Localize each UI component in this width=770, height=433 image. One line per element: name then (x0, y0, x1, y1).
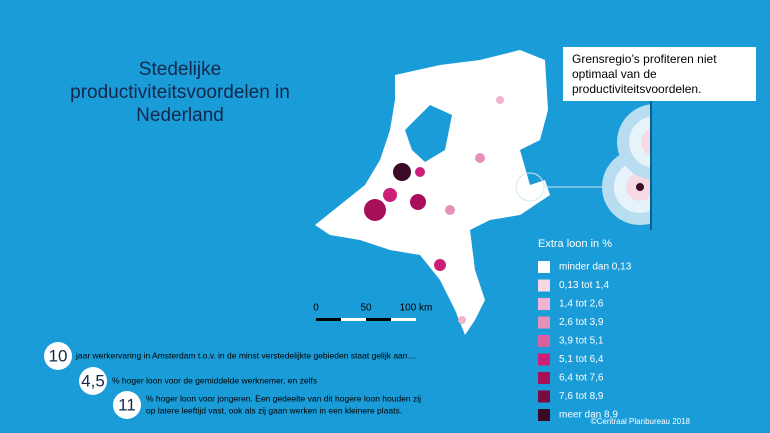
fact-circle (44, 342, 72, 370)
legend-label: 0,13 tot 1,4 (559, 280, 609, 291)
title: Stedelijke (139, 59, 221, 80)
fact-text: op latere leeftijd vast, ook als zij gaa… (146, 405, 402, 415)
scale-label: 50 (360, 303, 372, 314)
fact-circle (79, 367, 107, 395)
legend-label: 6,4 tot 7,6 (559, 373, 604, 384)
legend-label: minder dan 0,13 (559, 262, 632, 273)
legend-swatch (538, 409, 550, 421)
scale-label: 100 km (400, 303, 433, 314)
legend-label: 3,9 tot 5,1 (559, 336, 604, 347)
legend-label: 7,6 tot 8,9 (559, 391, 604, 402)
callout-text: optimaal van de (572, 67, 657, 81)
fact-number: 4,5 (81, 371, 105, 390)
fact-text: % hoger loon voor de gemiddelde werkneme… (112, 375, 317, 385)
legend-swatch (538, 279, 550, 292)
border-illustration (602, 100, 770, 235)
title: Nederland (136, 105, 224, 126)
legend-label: 2,6 tot 3,9 (559, 317, 604, 328)
legend-label: 5,1 tot 6,4 (559, 354, 604, 365)
scale-label: 0 (313, 303, 319, 314)
fact-text: jaar werkervaring in Amsterdam t.o.v. in… (75, 350, 416, 360)
legend-swatch (538, 316, 550, 329)
legend-label: meer dan 8,9 (559, 410, 618, 421)
legend-label: 1,4 tot 2,6 (559, 299, 604, 310)
fact-number: 11 (118, 395, 136, 414)
legend-swatch (538, 298, 550, 310)
fact-number: 10 (49, 346, 68, 365)
callout-text: Grensregio’s profiteren niet (572, 52, 717, 66)
legend-title: Extra loon in % (538, 238, 612, 250)
legend-swatch (538, 261, 550, 273)
legend-swatch (538, 390, 550, 403)
legend-swatch (538, 372, 550, 384)
callout-box (563, 47, 756, 101)
legend-swatch (538, 335, 550, 347)
legend-swatch (538, 353, 550, 366)
credit: ©Centraal Planbureau 2018 (591, 417, 691, 426)
fact-circle (113, 391, 141, 419)
title: productiviteitsvoordelen in (70, 82, 290, 103)
callout-text: productiviteitsvoordelen. (572, 82, 701, 96)
fact-text: % hoger loon voor jongeren. Een gedeelte… (146, 393, 421, 403)
scale-bar: 0 50 100 km (313, 303, 432, 321)
map (315, 50, 605, 335)
